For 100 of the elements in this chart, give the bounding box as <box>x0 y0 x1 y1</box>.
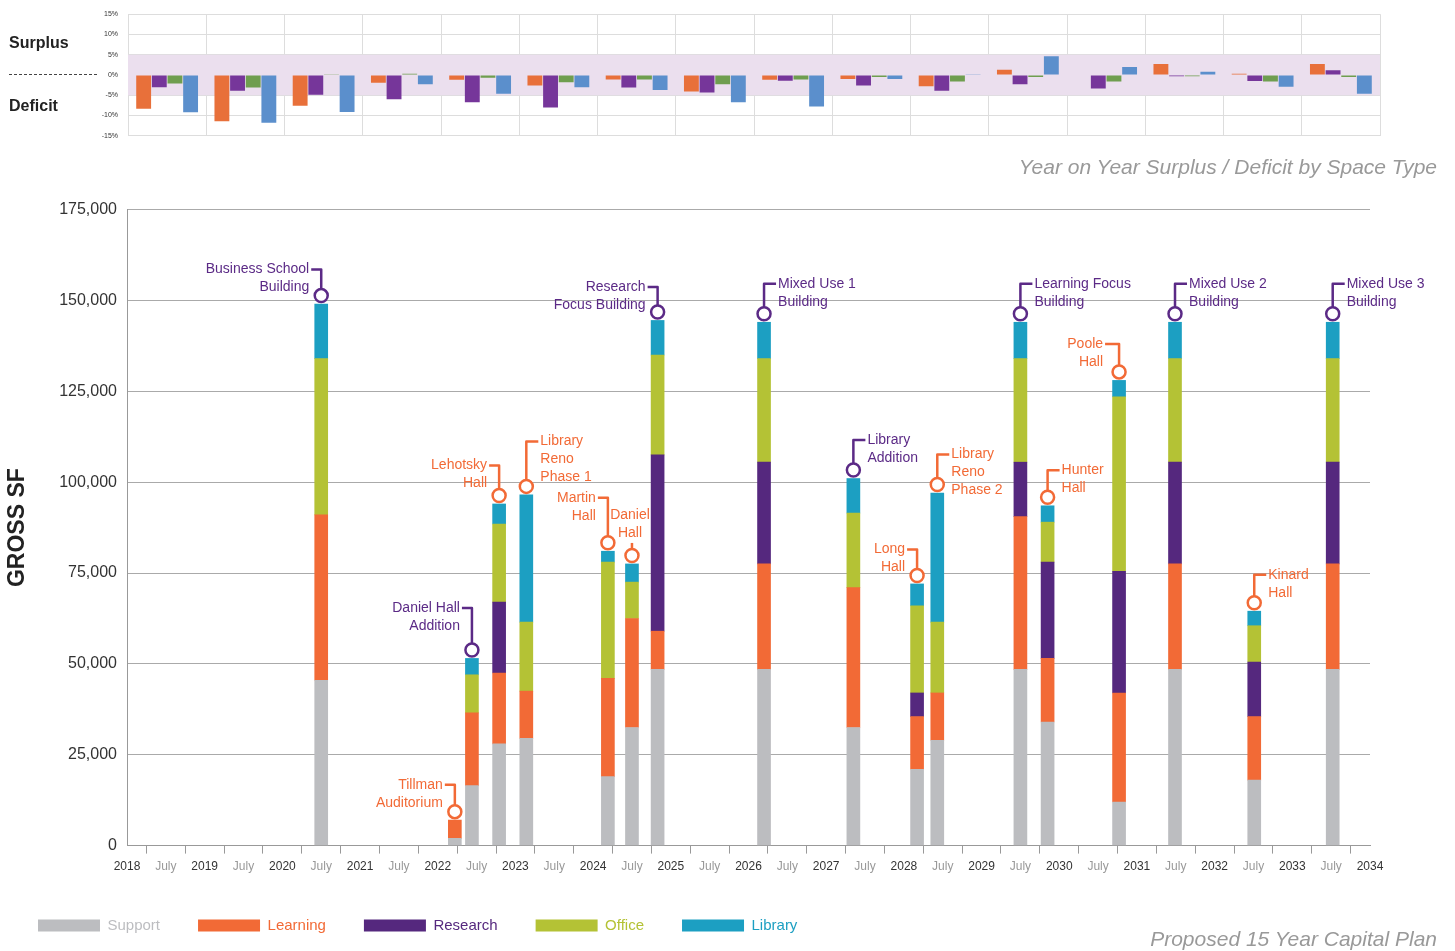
bar <box>762 75 778 80</box>
bar <box>1247 779 1262 846</box>
annotation: Business School Building <box>205 260 310 295</box>
x-tick-label: 2032 <box>1201 859 1229 874</box>
x-tick-label: July <box>1242 859 1265 874</box>
x-tick-label: 2024 <box>579 859 607 874</box>
x-tick-label: July <box>543 859 565 874</box>
bar <box>492 743 506 846</box>
bar <box>1200 71 1216 75</box>
bar <box>465 785 479 846</box>
bar <box>757 669 771 846</box>
bar <box>1168 461 1182 565</box>
bar <box>1168 358 1182 463</box>
legend-label: Research <box>433 915 498 933</box>
y-tick-label: 75,000 <box>68 563 118 581</box>
bar <box>1247 661 1262 717</box>
y-tick-label: 150,000 <box>59 290 118 308</box>
bar <box>527 75 543 86</box>
x-tick-label: July <box>932 859 954 874</box>
bar <box>1040 521 1055 563</box>
bar <box>136 75 152 109</box>
bar <box>386 75 402 100</box>
bar <box>261 75 277 123</box>
x-tick-label: July <box>1009 859 1032 874</box>
x-tick-label: July <box>854 859 876 874</box>
bar <box>1278 75 1294 87</box>
annotation: Mixed Use 3 Building <box>1346 274 1425 309</box>
bar <box>625 618 639 728</box>
bar <box>292 75 308 106</box>
annotation: Mixed Use 1 Building <box>778 274 857 309</box>
legend-label: Learning <box>267 915 326 933</box>
bar <box>1112 570 1126 694</box>
bar <box>1325 669 1340 846</box>
bar <box>910 605 924 694</box>
bar <box>314 514 329 681</box>
bar <box>715 75 731 85</box>
x-tick-label: 2034 <box>1356 859 1384 874</box>
bar <box>1013 358 1028 463</box>
bar <box>777 75 793 81</box>
annotation: Research Focus Building <box>553 277 646 312</box>
x-tick-label: July <box>310 859 332 874</box>
bar <box>417 75 433 85</box>
x-tick-label: July <box>465 859 488 874</box>
x-tick-label: 2018 <box>113 859 141 874</box>
x-tick-label: 2022 <box>424 859 452 874</box>
bar <box>1356 75 1372 94</box>
annotation: Martin Hall <box>556 488 596 523</box>
bar <box>314 358 329 516</box>
annotation: Learning Focus Building <box>1034 274 1131 309</box>
bar <box>1325 461 1340 565</box>
bar <box>757 358 771 463</box>
bar <box>1325 358 1340 463</box>
bar <box>167 75 183 84</box>
x-tick-label: 2020 <box>269 859 297 874</box>
bar <box>1309 64 1325 75</box>
bar <box>492 672 506 745</box>
bar <box>1040 721 1055 846</box>
x-tick-label: July <box>1165 859 1187 874</box>
text: Surplus <box>9 34 69 52</box>
bar <box>245 75 261 88</box>
bar <box>1013 516 1028 670</box>
annotation: Kinard Hall <box>1268 565 1309 600</box>
y-axis-title: GROSS SF <box>3 468 30 588</box>
bar <box>1325 563 1340 670</box>
text: Deficit <box>9 97 58 115</box>
bar <box>846 512 861 588</box>
annotation: Tillman Auditorium <box>375 775 443 810</box>
x-tick-label: July <box>1087 859 1109 874</box>
x-tick-label: July <box>155 859 177 874</box>
bar <box>449 75 465 80</box>
bar <box>910 768 924 846</box>
bar <box>1247 75 1263 82</box>
annotation: Long Hall <box>873 540 906 575</box>
text: Proposed 15 Year Capital Plan <box>1150 927 1437 951</box>
bar <box>1013 669 1028 846</box>
bar <box>1122 66 1138 75</box>
bar <box>1040 658 1055 723</box>
bar <box>1112 801 1126 846</box>
legend-label: Office <box>605 915 645 933</box>
bar <box>1247 625 1262 663</box>
bar <box>1013 461 1028 518</box>
bar <box>757 461 771 565</box>
bar <box>650 669 665 846</box>
bar <box>519 621 534 692</box>
bar <box>910 716 924 770</box>
bar <box>996 69 1012 75</box>
bar <box>601 678 615 777</box>
legend-label: Support <box>107 915 161 933</box>
y-tick-label: 175,000 <box>59 200 118 218</box>
bar <box>625 581 639 619</box>
bar <box>757 563 771 670</box>
bar <box>339 75 355 112</box>
x-tick-label: 2033 <box>1278 859 1306 874</box>
x-tick-label: 2021 <box>346 859 374 874</box>
y-tick-label: 50,000 <box>68 654 118 672</box>
annotation: Hunter Hall <box>1061 461 1104 496</box>
bar <box>730 75 746 103</box>
bar <box>1040 561 1055 659</box>
annotation: Library Reno Phase 1 <box>540 432 592 485</box>
bar <box>601 561 615 679</box>
